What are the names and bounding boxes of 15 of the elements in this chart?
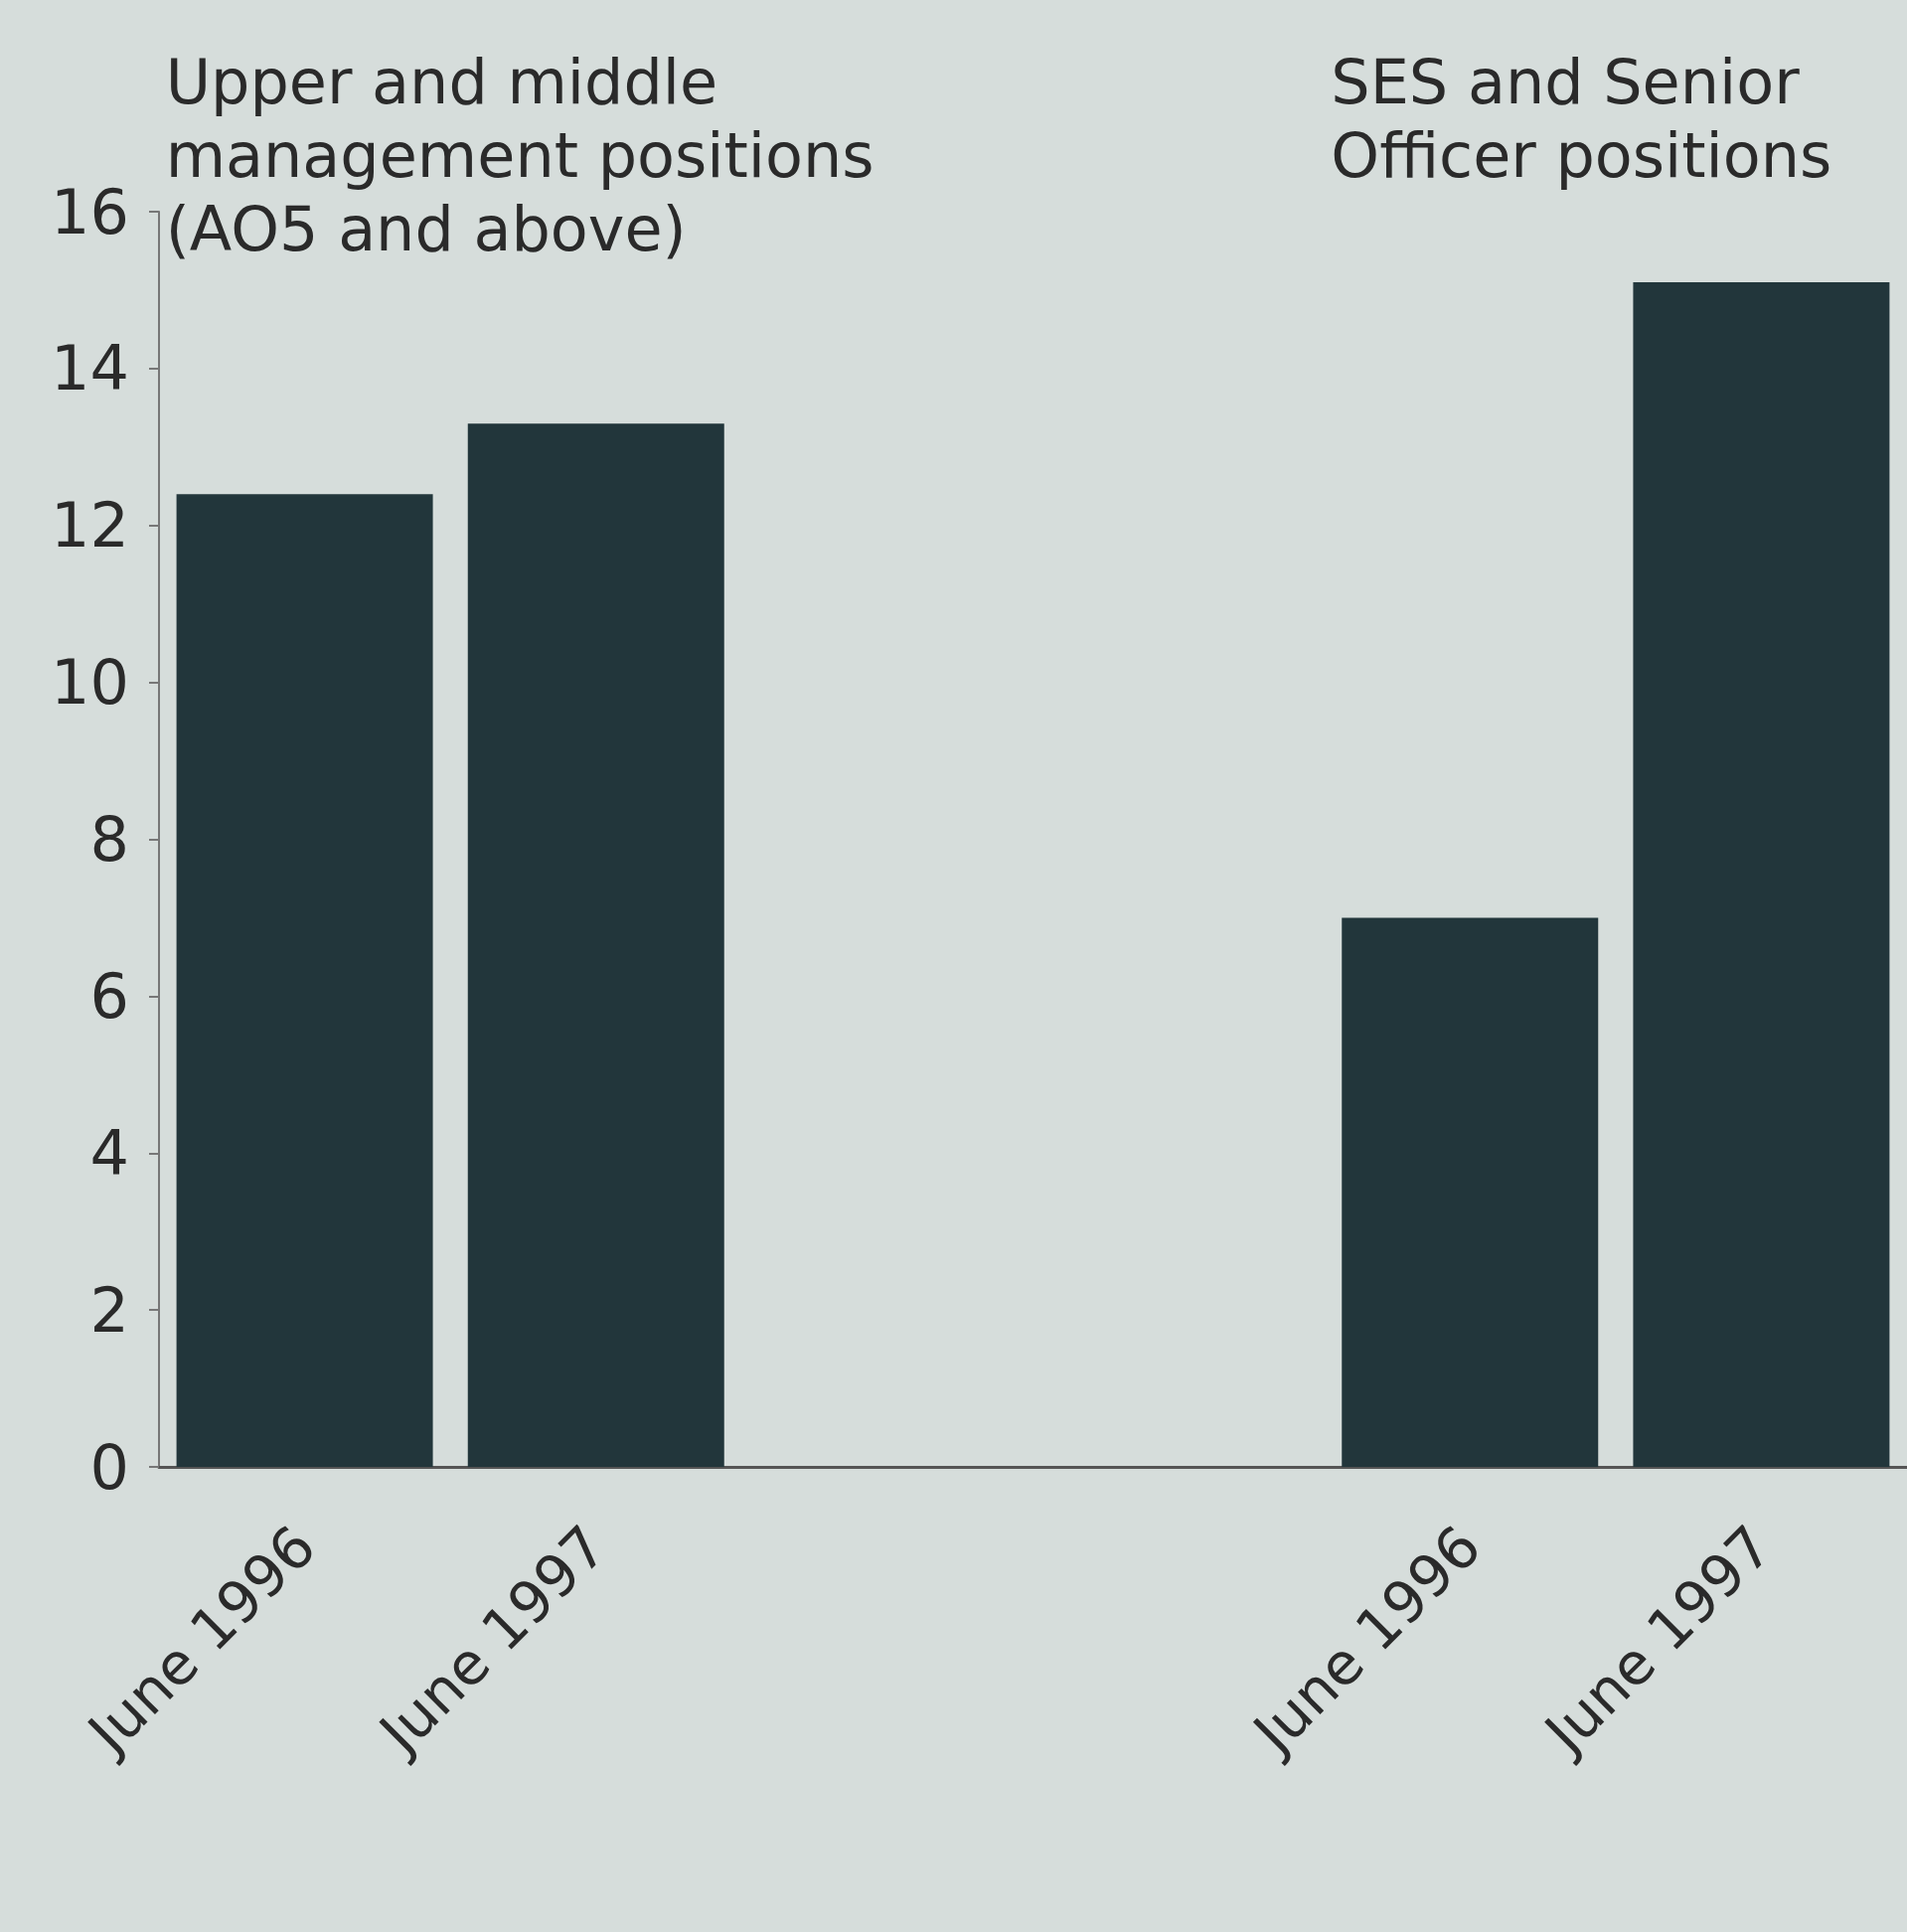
y-tick-label: 10 bbox=[51, 646, 129, 720]
y-tick-label: 4 bbox=[89, 1116, 129, 1190]
y-tick-label: 6 bbox=[89, 959, 129, 1033]
text: SES and Senior Officer positions bbox=[1331, 45, 1832, 192]
y-tick-label: 0 bbox=[89, 1430, 129, 1504]
y-tick-label: 8 bbox=[89, 803, 129, 876]
y-tick-label: 12 bbox=[51, 489, 129, 563]
y-tick-label: 14 bbox=[51, 332, 129, 405]
bar bbox=[1342, 917, 1599, 1467]
bar bbox=[176, 494, 433, 1467]
y-tick-label: 2 bbox=[89, 1273, 129, 1347]
bar bbox=[467, 423, 724, 1467]
bar bbox=[1633, 282, 1890, 1467]
annotation: Upper and middle management positions (AO5 and above) bbox=[165, 45, 874, 265]
y-tick-label: 16 bbox=[51, 175, 129, 248]
